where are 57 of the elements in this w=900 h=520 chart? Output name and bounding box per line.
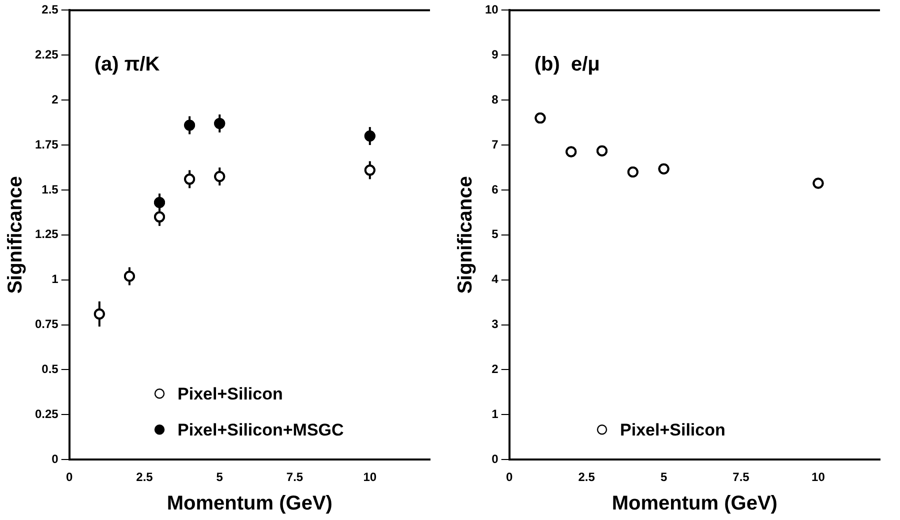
x-tick-label: 2.5 (136, 470, 154, 484)
point (596, 145, 608, 156)
y-tick-label: 0 (52, 452, 59, 466)
y-tick-label: 1.5 (42, 182, 59, 196)
y-tick-label: 1.25 (34, 227, 59, 242)
y-tick-label: 0.25 (34, 406, 59, 421)
y-tick-label: 9 (492, 47, 499, 62)
point (566, 146, 577, 158)
y-tick-label: 1.75 (34, 137, 59, 152)
y-tick-label: 2.5 (42, 2, 59, 17)
y-tick-label: 2.25 (34, 47, 59, 62)
y-tick-label: 10 (484, 2, 499, 17)
x-tick-label: 0 (506, 470, 514, 484)
y-tick-label: 0 (492, 452, 499, 466)
y-axis-title: Significance (454, 176, 477, 294)
point (154, 211, 166, 222)
x-tick-label: 7.5 (732, 470, 750, 484)
point (534, 112, 546, 124)
y-tick-label: 8 (492, 92, 499, 106)
y-tick-label: 2 (492, 362, 499, 376)
legend-label: Pixel+Silicon+MSGC (178, 420, 344, 440)
x-axis-title: Momentum (GeV) (166, 492, 332, 515)
x-tick-label: 10 (363, 470, 377, 484)
annotation: (b) e/μ (534, 54, 600, 76)
x-tick-label: 0 (66, 470, 74, 484)
point (94, 308, 105, 320)
y-tick-label: 3 (492, 317, 499, 332)
point (812, 178, 824, 189)
point (214, 170, 226, 182)
x-tick-label: 5 (660, 470, 668, 484)
y-tick-label: 2 (52, 92, 59, 106)
legend-label: Pixel+Silicon (620, 420, 726, 440)
y-tick-label: 1 (492, 406, 499, 421)
y-tick-label: 5 (492, 227, 499, 242)
point (658, 163, 670, 174)
x-tick-label: 2.5 (578, 470, 596, 484)
annotation: (a) π/K (94, 54, 160, 76)
y-tick-label: 0.75 (34, 317, 59, 332)
point (214, 118, 226, 129)
point (364, 130, 376, 142)
point (627, 166, 638, 178)
y-tick-label: 7 (492, 137, 499, 152)
y-tick-label: 1 (52, 272, 59, 286)
point (154, 197, 166, 208)
y-tick-label: 4 (492, 272, 499, 286)
point (124, 270, 135, 282)
x-tick-label: 5 (216, 470, 224, 484)
legend-label: Pixel+Silicon (178, 384, 283, 404)
point (184, 174, 196, 185)
point (184, 120, 196, 131)
x-axis-title: Momentum (GeV) (612, 492, 778, 515)
y-axis-title: Significance (4, 176, 27, 294)
y-tick-label: 6 (492, 182, 499, 196)
point (364, 164, 376, 176)
x-tick-label: 10 (812, 470, 826, 484)
x-tick-label: 7.5 (286, 470, 304, 484)
y-tick-label: 0.5 (42, 362, 59, 376)
